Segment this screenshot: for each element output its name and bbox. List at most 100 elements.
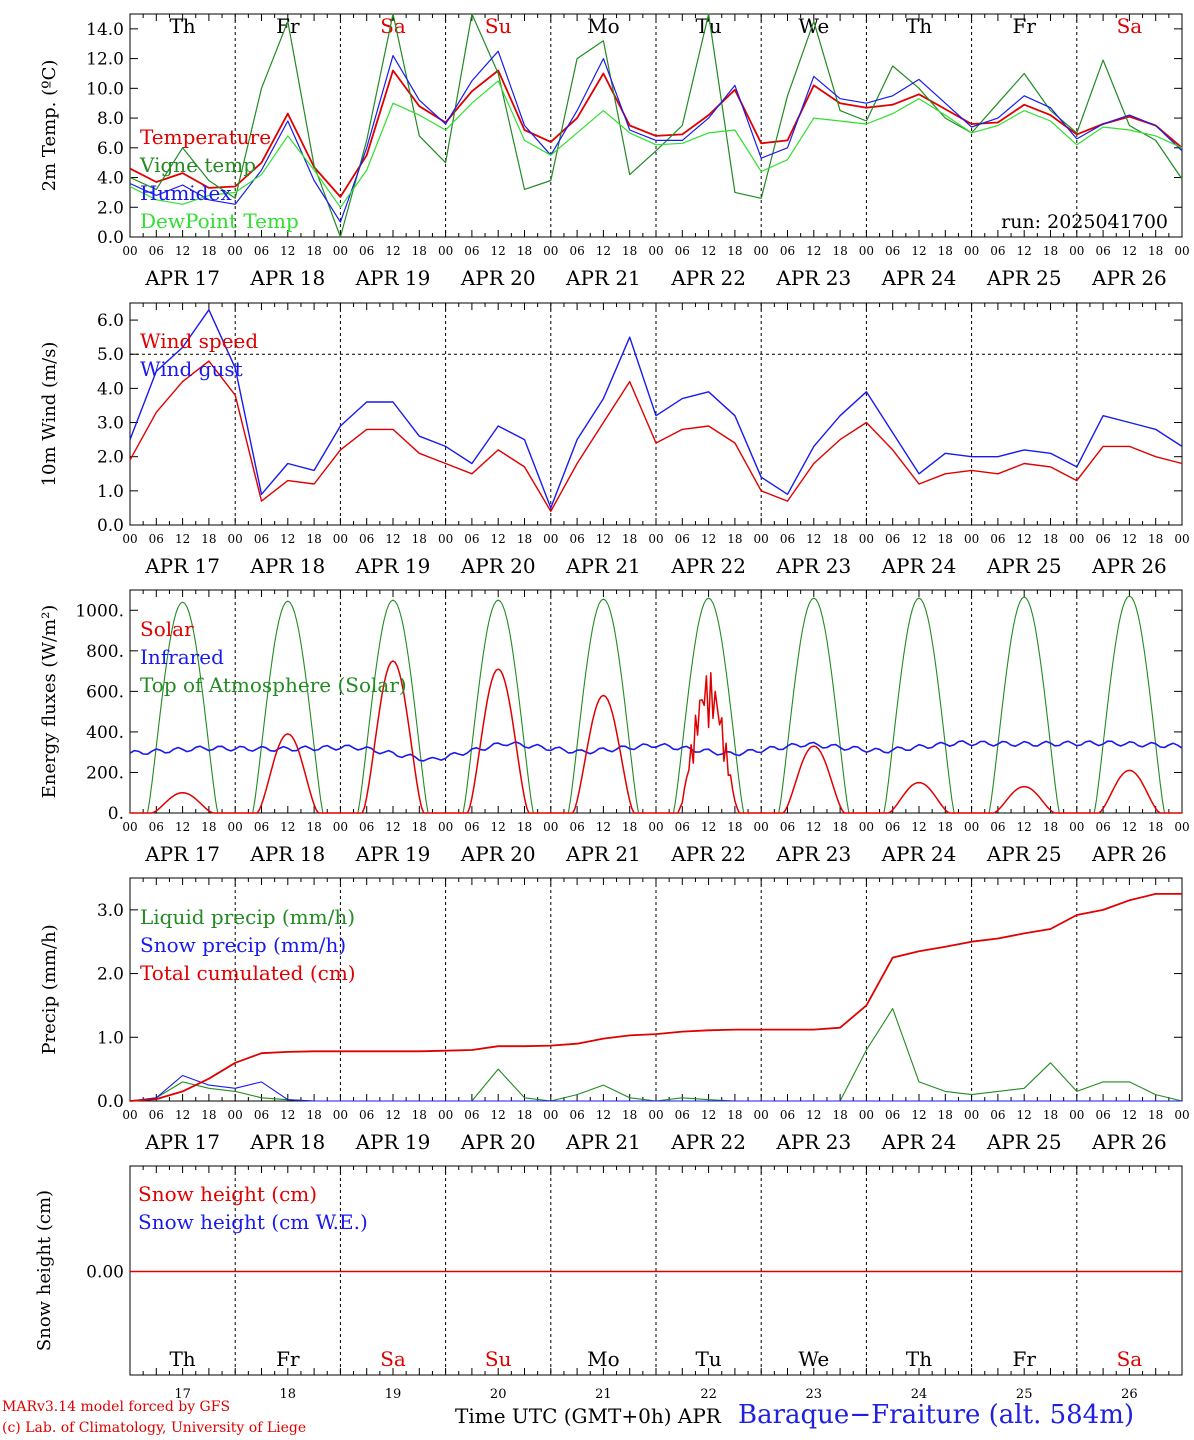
hour-tick-label: 12: [701, 1108, 716, 1122]
hour-tick-label: 18: [622, 532, 637, 546]
hour-tick-label: 06: [464, 1108, 479, 1122]
hour-tick-label: 18: [201, 244, 216, 258]
day-number-label: 20: [490, 1387, 507, 1402]
date-label: APR 21: [565, 266, 641, 290]
series-temperature: [129, 69, 1183, 198]
legend-entry: Wind speed: [140, 329, 258, 353]
weekday-label: Fr: [276, 1347, 300, 1371]
hour-tick-label: 00: [438, 1108, 453, 1122]
hour-tick-label: 00: [228, 820, 243, 834]
date-label: APR 25: [986, 1130, 1062, 1154]
date-label: APR 24: [881, 1130, 957, 1154]
hour-tick-label: 00: [859, 532, 874, 546]
hour-tick-label: 12: [806, 820, 821, 834]
y-tick-label: 3.0: [97, 901, 124, 921]
hour-tick-label: 18: [201, 820, 216, 834]
hour-tick-label: 18: [1043, 244, 1058, 258]
hour-tick-label: 12: [385, 820, 400, 834]
date-label: APR 26: [1091, 554, 1167, 578]
hour-tick-label: 00: [964, 244, 979, 258]
date-label: APR 17: [144, 554, 220, 578]
hour-tick-label: 18: [412, 1108, 427, 1122]
legend-entry: DewPoint Temp: [140, 209, 299, 233]
time-axis-label: Time UTC (GMT+0h) APR: [455, 1404, 721, 1428]
hour-tick-label: 18: [727, 820, 742, 834]
date-label: APR 22: [670, 1130, 746, 1154]
hour-tick-label: 00: [859, 1108, 874, 1122]
hour-tick-label: 06: [780, 244, 795, 258]
hour-tick-label: 12: [175, 244, 190, 258]
hour-tick-label: 18: [517, 1108, 532, 1122]
date-label: APR 22: [670, 266, 746, 290]
hour-tick-label: 18: [1043, 820, 1058, 834]
y-tick-label: 0.0: [97, 1092, 124, 1112]
hour-tick-label: 12: [1017, 532, 1032, 546]
hour-tick-label: 00: [333, 820, 348, 834]
hour-tick-label: 00: [859, 820, 874, 834]
hour-tick-label: 18: [938, 1108, 953, 1122]
hour-tick-label: 00: [543, 820, 558, 834]
hour-tick-label: 00: [438, 820, 453, 834]
hour-tick-label: 06: [990, 820, 1005, 834]
hour-tick-label: 12: [701, 244, 716, 258]
date-label: APR 18: [249, 1130, 325, 1154]
y-axis-label-4: Snow height (cm): [34, 1190, 55, 1351]
hour-tick-label: 00: [333, 244, 348, 258]
date-label: APR 22: [670, 842, 746, 866]
hour-tick-label: 00: [1069, 532, 1084, 546]
hour-tick-label: 18: [1043, 1108, 1058, 1122]
panel-frame-2: [129, 589, 1183, 814]
date-label: APR 23: [775, 554, 851, 578]
date-label: APR 18: [249, 554, 325, 578]
hour-tick-label: 12: [1017, 1108, 1032, 1122]
hour-tick-label: 12: [385, 532, 400, 546]
hour-tick-label: 00: [859, 244, 874, 258]
hour-tick-label: 18: [832, 1108, 847, 1122]
model-credit: MARv3.14 model forced by GFS: [2, 1399, 231, 1415]
hour-tick-label: 18: [1148, 1108, 1163, 1122]
y-tick-label: 0.0: [97, 516, 124, 536]
weekday-label: Mo: [587, 1347, 620, 1371]
date-label: APR 19: [355, 554, 431, 578]
hour-tick-label: 06: [1095, 532, 1110, 546]
hour-tick-label: 00: [648, 820, 663, 834]
date-label: APR 17: [144, 842, 220, 866]
date-label: APR 19: [355, 266, 431, 290]
hour-tick-label: 06: [780, 532, 795, 546]
hour-tick-label: 06: [464, 244, 479, 258]
weekday-label: Mo: [587, 14, 620, 38]
weekday-label: Th: [169, 1347, 195, 1371]
hour-tick-label: 18: [306, 820, 321, 834]
hour-tick-label: 00: [754, 1108, 769, 1122]
weekday-label: Su: [485, 1347, 512, 1371]
hour-tick-label: 18: [938, 244, 953, 258]
series-wind-speed: [129, 360, 1183, 512]
hour-tick-label: 06: [254, 244, 269, 258]
hour-tick-label: 00: [648, 532, 663, 546]
day-number-label: 24: [911, 1387, 928, 1402]
hour-tick-label: 06: [569, 532, 584, 546]
hour-tick-label: 12: [1017, 244, 1032, 258]
hour-tick-label: 12: [385, 1108, 400, 1122]
hour-tick-label: 00: [228, 244, 243, 258]
legend-entry: Infrared: [140, 645, 224, 669]
hour-tick-label: 06: [1095, 820, 1110, 834]
date-label: APR 21: [565, 842, 641, 866]
y-tick-label: 4.0: [97, 379, 124, 399]
hour-tick-label: 06: [359, 532, 374, 546]
hour-tick-label: 18: [727, 532, 742, 546]
hour-tick-label: 00: [543, 1108, 558, 1122]
y-tick-label: 200.: [86, 763, 124, 783]
hour-tick-label: 18: [517, 532, 532, 546]
y-tick-label: 6.0: [97, 139, 124, 159]
hour-tick-label: 06: [149, 1108, 164, 1122]
hour-tick-label: 18: [517, 820, 532, 834]
hour-tick-label: 18: [306, 532, 321, 546]
y-tick-label: 1000.: [75, 601, 124, 621]
y-tick-label: 2.0: [97, 965, 124, 985]
weekday-label: Th: [906, 1347, 932, 1371]
hour-tick-label: 18: [201, 1108, 216, 1122]
day-number-label: 25: [1016, 1387, 1033, 1402]
hour-tick-label: 18: [622, 244, 637, 258]
